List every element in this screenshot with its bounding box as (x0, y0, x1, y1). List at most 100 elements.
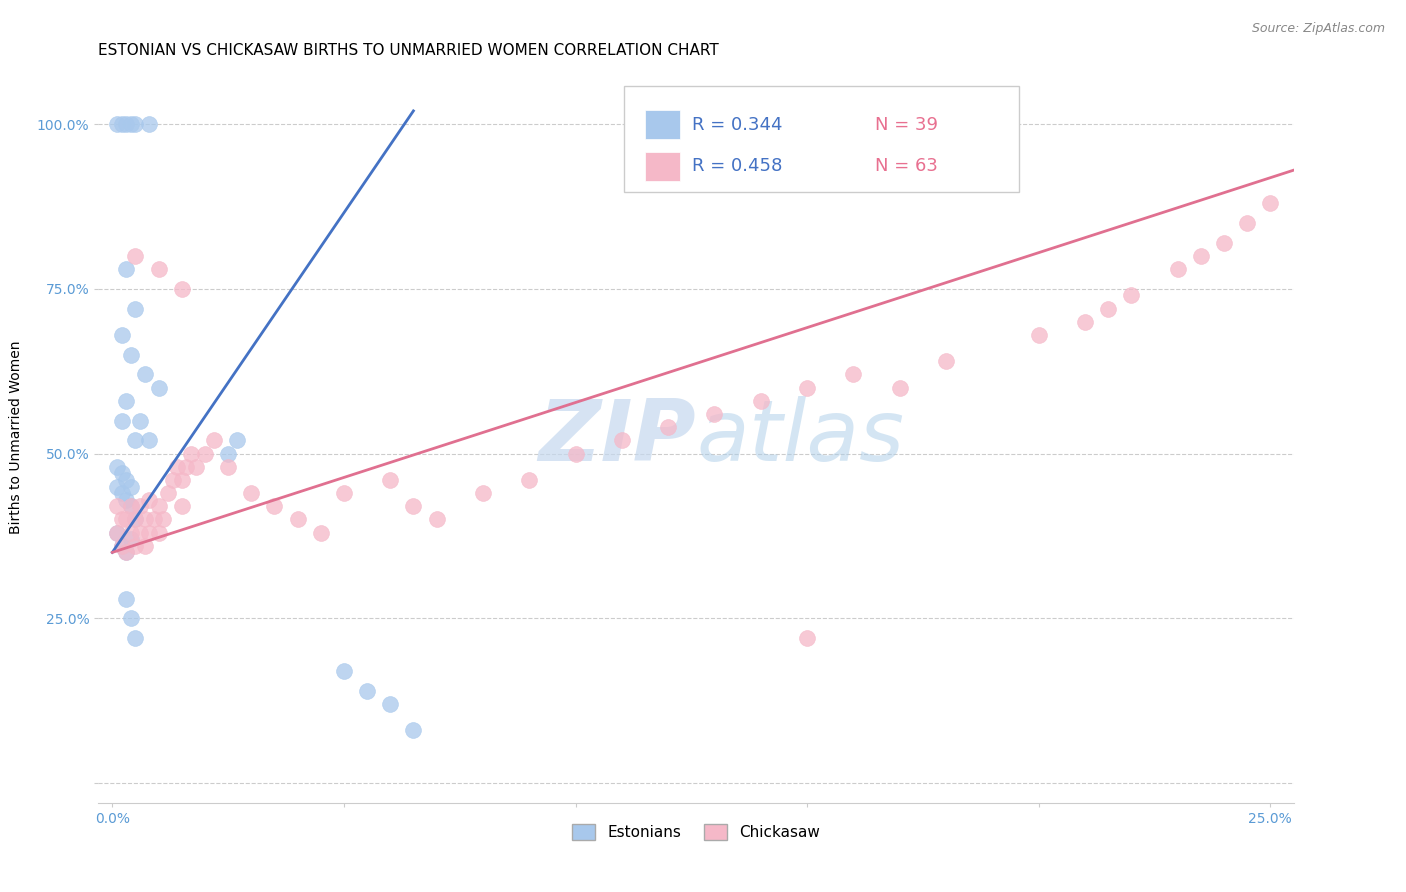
Point (124, 301, 146, 316)
Text: R = 0.458: R = 0.458 (692, 158, 783, 176)
Point (124, 539, 146, 553)
Point (110, 539, 132, 553)
Point (240, 486, 263, 500)
Point (115, 262, 138, 277)
Point (124, 512, 146, 526)
Point (333, 664, 356, 678)
Point (935, 354, 957, 368)
Point (120, 500, 142, 514)
Point (134, 539, 156, 553)
Point (180, 446, 202, 460)
Point (120, 533, 142, 547)
Point (138, 525, 160, 540)
Point (134, 512, 156, 526)
Point (170, 500, 193, 514)
Point (124, 631, 146, 645)
FancyBboxPatch shape (624, 86, 1019, 192)
Point (184, 459, 207, 474)
Point (124, 117, 146, 131)
Point (170, 282, 193, 296)
Point (120, 500, 142, 514)
Point (333, 486, 356, 500)
Point (105, 459, 128, 474)
Point (110, 414, 132, 428)
Point (1028, 327, 1050, 342)
Point (402, 500, 425, 514)
Point (426, 512, 449, 526)
Point (194, 446, 217, 460)
Point (176, 459, 198, 474)
Point (124, 249, 146, 263)
Point (110, 467, 132, 481)
Point (749, 393, 772, 408)
Text: R = 0.344: R = 0.344 (692, 116, 783, 134)
Text: ESTONIAN VS CHICKASAW BIRTHS TO UNMARRIED WOMEN CORRELATION CHART: ESTONIAN VS CHICKASAW BIRTHS TO UNMARRIE… (98, 43, 720, 58)
Point (703, 407, 725, 421)
Point (148, 262, 170, 277)
Point (134, 368, 156, 382)
Point (138, 434, 160, 448)
Legend: Estonians, Chickasaw: Estonians, Chickasaw (565, 818, 827, 847)
Point (170, 473, 193, 487)
Point (1074, 315, 1097, 329)
Point (143, 512, 166, 526)
Point (152, 512, 174, 526)
Point (115, 473, 138, 487)
Point (610, 434, 633, 448)
Point (120, 117, 142, 131)
Point (124, 434, 146, 448)
Point (156, 486, 179, 500)
FancyBboxPatch shape (644, 110, 681, 139)
Point (1213, 235, 1236, 250)
Point (517, 473, 540, 487)
Point (110, 117, 132, 131)
Point (129, 525, 152, 540)
Point (564, 446, 586, 460)
Point (380, 697, 402, 711)
Point (356, 683, 378, 698)
Point (1097, 301, 1119, 316)
Point (657, 420, 679, 434)
Point (1236, 216, 1258, 230)
Point (380, 473, 402, 487)
Point (110, 512, 132, 526)
Point (105, 525, 128, 540)
Point (120, 479, 142, 493)
Point (120, 611, 142, 625)
Point (115, 545, 138, 559)
Point (115, 492, 138, 507)
Point (226, 434, 249, 448)
Point (1189, 249, 1212, 263)
Point (162, 473, 184, 487)
Point (471, 486, 494, 500)
Point (110, 327, 132, 342)
Point (115, 591, 138, 606)
Point (796, 381, 818, 395)
Point (115, 117, 138, 131)
Point (110, 486, 132, 500)
Point (309, 525, 332, 540)
Text: ZIP: ZIP (538, 395, 696, 479)
FancyBboxPatch shape (644, 152, 681, 181)
Point (138, 492, 160, 507)
Point (842, 368, 865, 382)
Point (402, 723, 425, 738)
Point (115, 393, 138, 408)
Point (138, 117, 160, 131)
Point (124, 512, 146, 526)
Text: atlas: atlas (696, 395, 904, 479)
Point (889, 381, 911, 395)
Point (129, 414, 152, 428)
Point (202, 434, 225, 448)
Point (105, 525, 128, 540)
Text: Source: ZipAtlas.com: Source: ZipAtlas.com (1251, 22, 1385, 36)
Point (148, 525, 170, 540)
Point (263, 500, 285, 514)
Point (148, 500, 170, 514)
Point (1167, 262, 1189, 277)
Point (120, 525, 142, 540)
Point (120, 348, 142, 362)
Point (1121, 288, 1143, 302)
Text: N = 39: N = 39 (876, 116, 938, 134)
Text: N = 63: N = 63 (876, 158, 938, 176)
